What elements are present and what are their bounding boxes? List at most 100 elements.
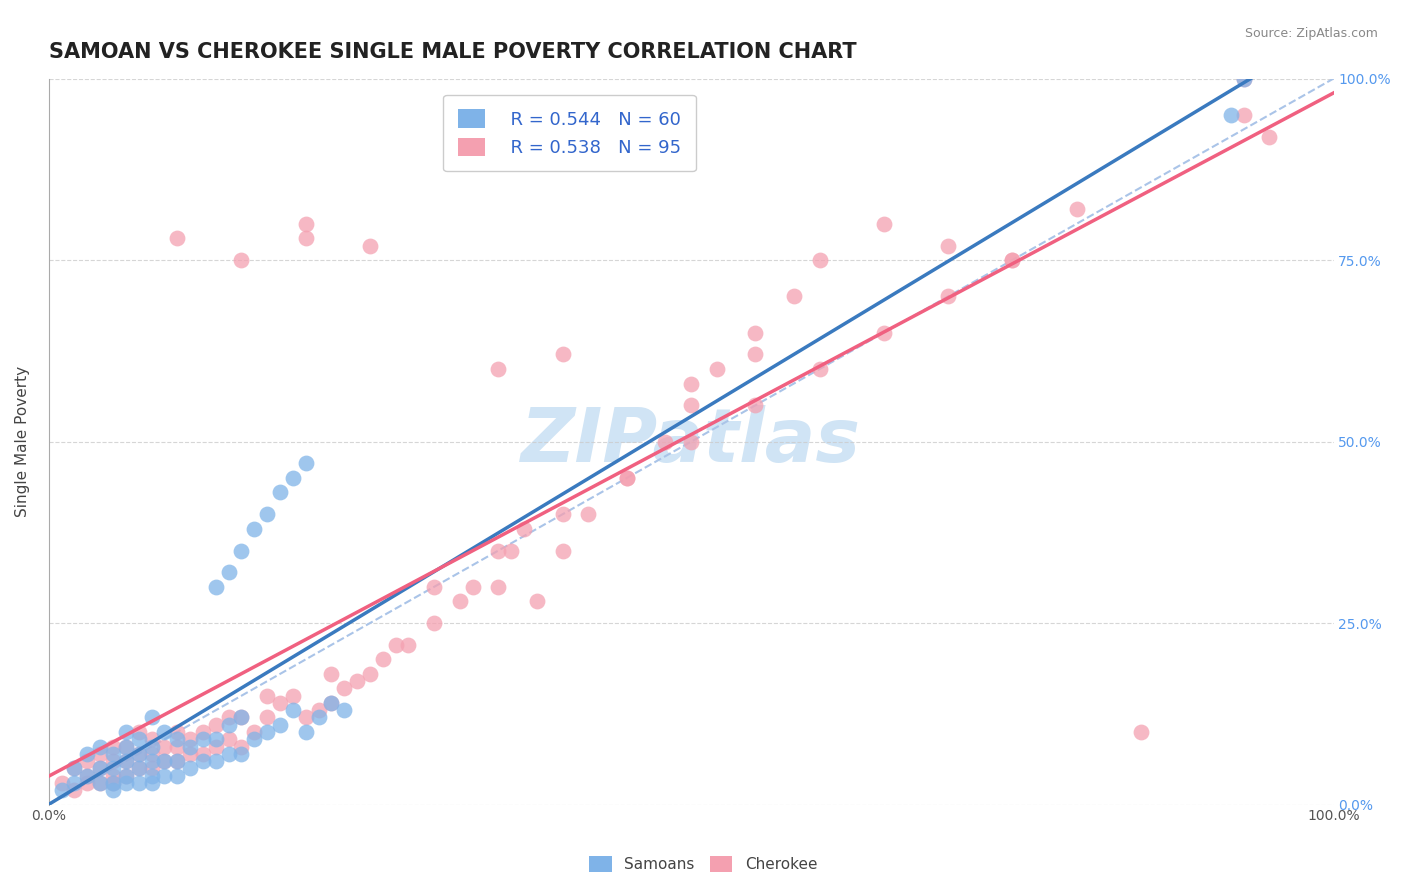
Point <box>101 776 124 790</box>
Point <box>191 754 214 768</box>
Point <box>204 718 226 732</box>
Point <box>654 434 676 449</box>
Point <box>281 689 304 703</box>
Point <box>231 739 253 754</box>
Point <box>231 543 253 558</box>
Point <box>89 761 111 775</box>
Point <box>89 739 111 754</box>
Point <box>936 289 959 303</box>
Point <box>231 253 253 268</box>
Point <box>551 347 574 361</box>
Point <box>51 776 73 790</box>
Point <box>308 710 330 724</box>
Point <box>141 776 163 790</box>
Point <box>141 747 163 761</box>
Legend: Samoans, Cherokee: Samoans, Cherokee <box>581 848 825 880</box>
Point <box>218 718 240 732</box>
Point <box>166 725 188 739</box>
Point <box>384 638 406 652</box>
Point <box>101 768 124 782</box>
Point <box>76 768 98 782</box>
Point <box>873 217 896 231</box>
Point <box>243 732 266 747</box>
Point <box>141 754 163 768</box>
Point <box>141 710 163 724</box>
Point <box>269 718 291 732</box>
Point <box>153 754 176 768</box>
Point <box>256 507 278 521</box>
Point <box>423 580 446 594</box>
Point <box>179 747 201 761</box>
Point <box>63 761 86 775</box>
Point <box>101 783 124 797</box>
Point <box>256 689 278 703</box>
Point <box>783 289 806 303</box>
Point <box>153 725 176 739</box>
Point <box>114 776 136 790</box>
Point <box>101 761 124 775</box>
Point <box>398 638 420 652</box>
Point <box>218 747 240 761</box>
Point <box>128 747 150 761</box>
Point <box>114 739 136 754</box>
Point <box>808 253 831 268</box>
Point <box>269 696 291 710</box>
Point <box>359 238 381 252</box>
Point <box>551 543 574 558</box>
Point <box>1066 202 1088 217</box>
Point <box>616 471 638 485</box>
Point <box>204 580 226 594</box>
Text: Source: ZipAtlas.com: Source: ZipAtlas.com <box>1244 27 1378 40</box>
Point <box>486 543 509 558</box>
Point <box>616 471 638 485</box>
Point <box>308 703 330 717</box>
Point <box>114 768 136 782</box>
Text: SAMOAN VS CHEROKEE SINGLE MALE POVERTY CORRELATION CHART: SAMOAN VS CHEROKEE SINGLE MALE POVERTY C… <box>49 42 856 62</box>
Point <box>256 725 278 739</box>
Point <box>179 761 201 775</box>
Point <box>576 507 599 521</box>
Point <box>371 652 394 666</box>
Point <box>114 739 136 754</box>
Point <box>101 739 124 754</box>
Point <box>218 566 240 580</box>
Point <box>63 783 86 797</box>
Point <box>218 732 240 747</box>
Point <box>231 710 253 724</box>
Point <box>449 594 471 608</box>
Point <box>346 674 368 689</box>
Point <box>51 783 73 797</box>
Point <box>141 732 163 747</box>
Point <box>551 507 574 521</box>
Point <box>243 522 266 536</box>
Point <box>256 710 278 724</box>
Point <box>101 747 124 761</box>
Point <box>359 667 381 681</box>
Point <box>128 747 150 761</box>
Point <box>128 776 150 790</box>
Point <box>269 485 291 500</box>
Point <box>141 761 163 775</box>
Point <box>461 580 484 594</box>
Point <box>89 776 111 790</box>
Point <box>179 739 201 754</box>
Point <box>101 776 124 790</box>
Point <box>166 754 188 768</box>
Point <box>486 580 509 594</box>
Point <box>166 732 188 747</box>
Point <box>281 471 304 485</box>
Point <box>321 696 343 710</box>
Point <box>1001 253 1024 268</box>
Point <box>294 217 316 231</box>
Point <box>218 710 240 724</box>
Point <box>204 732 226 747</box>
Point <box>681 434 703 449</box>
Point <box>744 347 766 361</box>
Point <box>128 761 150 775</box>
Point <box>333 703 356 717</box>
Point <box>1001 253 1024 268</box>
Point <box>166 739 188 754</box>
Point <box>321 667 343 681</box>
Point <box>808 362 831 376</box>
Point <box>1258 129 1281 144</box>
